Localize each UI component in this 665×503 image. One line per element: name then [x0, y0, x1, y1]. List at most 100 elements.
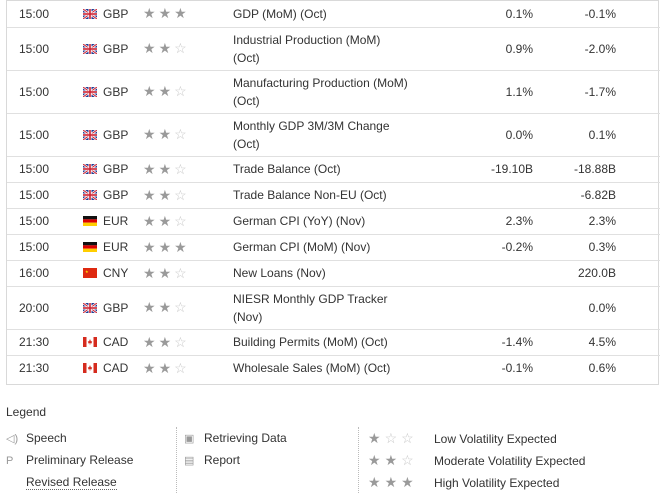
actual-value: -0.1%: [501, 361, 533, 376]
star-filled-icon: ★: [158, 40, 172, 56]
legend-divider: [358, 427, 359, 493]
forecast-value: 0.0%: [588, 300, 616, 315]
table-row[interactable]: 15:00 GBP ★ ★ ★ GDP (MoM) (Oct) 0.1% -0.1%: [7, 1, 660, 27]
star-empty-icon: ☆: [401, 430, 414, 446]
legend-label: Low Volatility Expected: [434, 432, 557, 446]
actual-value: 0.0%: [505, 127, 533, 142]
preliminary-icon: P: [6, 455, 14, 467]
forecast-value: 0.3%: [588, 240, 616, 254]
volatility-stars: ★ ★ ★: [143, 1, 233, 27]
star-filled-icon: ★: [143, 238, 156, 255]
star-empty-icon: ☆: [174, 333, 187, 350]
event-time: 21:30: [19, 335, 50, 349]
event-name-line: NIESR Monthly GDP Tracker: [233, 291, 388, 306]
event-time: 20:00: [19, 300, 50, 315]
volatility-stars: ★ ★ ☆: [143, 113, 233, 156]
event-name[interactable]: German CPI (MoM) (Nov): [233, 234, 473, 260]
event-name-line: German CPI (YoY) (Nov): [233, 214, 366, 228]
event-name[interactable]: Trade Balance (Oct): [233, 156, 473, 182]
currency-cell: GBP: [82, 27, 143, 70]
star-filled-icon: ★: [401, 474, 414, 490]
star-filled-icon: ★: [174, 238, 187, 255]
table-row[interactable]: 15:00 EUR ★ ★ ☆ German CPI (YoY) (Nov) 2.3% 2.3…: [7, 208, 660, 234]
gb-flag-icon: [82, 128, 98, 141]
actual-value: 1.1%: [505, 84, 533, 99]
star-filled-icon: ★: [143, 264, 156, 281]
event-name[interactable]: Building Permits (MoM) (Oct): [233, 329, 473, 355]
currency-cell: EUR: [83, 234, 143, 260]
legend-column-data: ▣ Retrieving Data ▤ Report: [184, 427, 287, 471]
ca-flag-icon: [83, 336, 97, 347]
forecast-value: 4.5%: [588, 335, 616, 349]
event-name[interactable]: Wholesale Sales (MoM) (Oct): [233, 355, 473, 381]
event-name[interactable]: German CPI (YoY) (Nov): [233, 208, 473, 234]
volatility-stars: ★ ★ ☆: [143, 208, 233, 234]
event-time: 21:30: [19, 361, 50, 376]
event-time: 15:00: [19, 240, 50, 254]
table-row[interactable]: 15:00 GBP ★ ★ ☆ Trade Balance Non-EU (Oct) -6.…: [7, 182, 660, 208]
currency-cell: ★ CNY: [83, 260, 143, 286]
star-filled-icon: ★: [158, 212, 172, 229]
event-name-line: (Oct): [233, 50, 260, 65]
event-time: 15:00: [19, 162, 50, 176]
economic-calendar-table: 15:00 GBP ★ ★ ★ GDP (MoM) (Oct) 0.1% -0.1% 15:00…: [7, 1, 660, 381]
legend-title: Legend: [6, 405, 47, 419]
row-spacer: [616, 234, 660, 260]
actual-value: -1.4%: [501, 335, 533, 349]
star-filled-icon: ★: [143, 212, 156, 229]
table-row[interactable]: 20:00 GBP ★ ★ ☆ NIESR Monthly GDP Tracker (Nov…: [7, 286, 660, 329]
table-row[interactable]: 21:30 CAD ★ ★ ☆ Building Permits (MoM) (Oct) -…: [7, 329, 660, 355]
de-flag-icon: [83, 241, 97, 252]
table-row[interactable]: 21:30 CAD ★ ★ ☆ Wholesale Sales (MoM) (Oct) -0…: [7, 355, 660, 381]
volatility-stars: ★ ★ ☆: [143, 329, 233, 355]
event-name[interactable]: Industrial Production (MoM) (Oct): [233, 27, 473, 70]
event-name[interactable]: Manufacturing Production (MoM) (Oct): [233, 70, 473, 113]
table-row[interactable]: 15:00 GBP ★ ★ ☆ Industrial Production (MoM) (O…: [7, 27, 660, 70]
event-name[interactable]: Trade Balance Non-EU (Oct): [233, 182, 473, 208]
event-time: 16:00: [19, 266, 50, 280]
star-filled-icon: ★: [158, 126, 172, 142]
event-name[interactable]: New Loans (Nov): [233, 260, 473, 286]
event-time: 15:00: [19, 41, 50, 56]
table-row[interactable]: 15:00 GBP ★ ★ ☆ Monthly GDP 3M/3M Change (Oct)…: [7, 113, 660, 156]
row-spacer: [616, 355, 660, 381]
star-filled-icon: ★: [158, 264, 172, 281]
currency-cell: GBP: [82, 286, 143, 329]
event-name-line: German CPI (MoM) (Nov): [233, 240, 371, 254]
report-icon: ▤: [184, 455, 195, 467]
event-name-line: Trade Balance Non-EU (Oct): [233, 188, 387, 202]
event-name[interactable]: GDP (MoM) (Oct): [233, 1, 473, 27]
star-filled-icon: ★: [143, 333, 156, 350]
row-spacer: [616, 286, 660, 329]
legend-label: Speech: [26, 431, 67, 445]
actual-value: [473, 286, 533, 329]
row-spacer: [616, 156, 660, 182]
table-row[interactable]: 15:00 GBP ★ ★ ☆ Trade Balance (Oct) -19.10B -18…: [7, 156, 660, 182]
event-name[interactable]: NIESR Monthly GDP Tracker (Nov): [233, 286, 473, 329]
legend: Legend ◁) Speech P Preliminary Release Revis…: [6, 405, 659, 493]
volatility-stars: ★ ★ ☆: [143, 27, 233, 70]
forecast-value: -1.7%: [584, 84, 616, 99]
volatility-stars: ★ ★ ☆: [368, 449, 434, 472]
event-time: 15:00: [19, 214, 50, 228]
table-row[interactable]: 16:00 ★ CNY ★ ★ ☆ New Loans (Nov) 220.0B: [7, 260, 660, 286]
event-name-line: Industrial Production (MoM): [233, 32, 381, 47]
star-filled-icon: ★: [158, 186, 172, 203]
star-filled-icon: ★: [158, 299, 172, 315]
row-spacer: [616, 329, 660, 355]
legend-label: Revised Release: [26, 475, 117, 490]
event-name-line: (Oct): [233, 136, 260, 151]
currency-cell: CAD: [83, 355, 143, 381]
star-empty-icon: ☆: [174, 359, 187, 376]
event-time: 15:00: [19, 188, 50, 202]
star-empty-icon: ☆: [174, 299, 187, 315]
table-row[interactable]: 15:00 EUR ★ ★ ★ German CPI (MoM) (Nov) -0.2% 0.…: [7, 234, 660, 260]
volatility-stars: ★ ★ ☆: [143, 70, 233, 113]
currency-code: EUR: [103, 214, 129, 228]
gb-flag-icon: [82, 42, 98, 55]
event-name[interactable]: Monthly GDP 3M/3M Change (Oct): [233, 113, 473, 156]
table-row[interactable]: 15:00 GBP ★ ★ ☆ Manufacturing Production (MoM…: [7, 70, 660, 113]
star-empty-icon: ☆: [174, 186, 187, 203]
star-empty-icon: ☆: [174, 264, 187, 281]
star-empty-icon: ☆: [174, 40, 187, 56]
